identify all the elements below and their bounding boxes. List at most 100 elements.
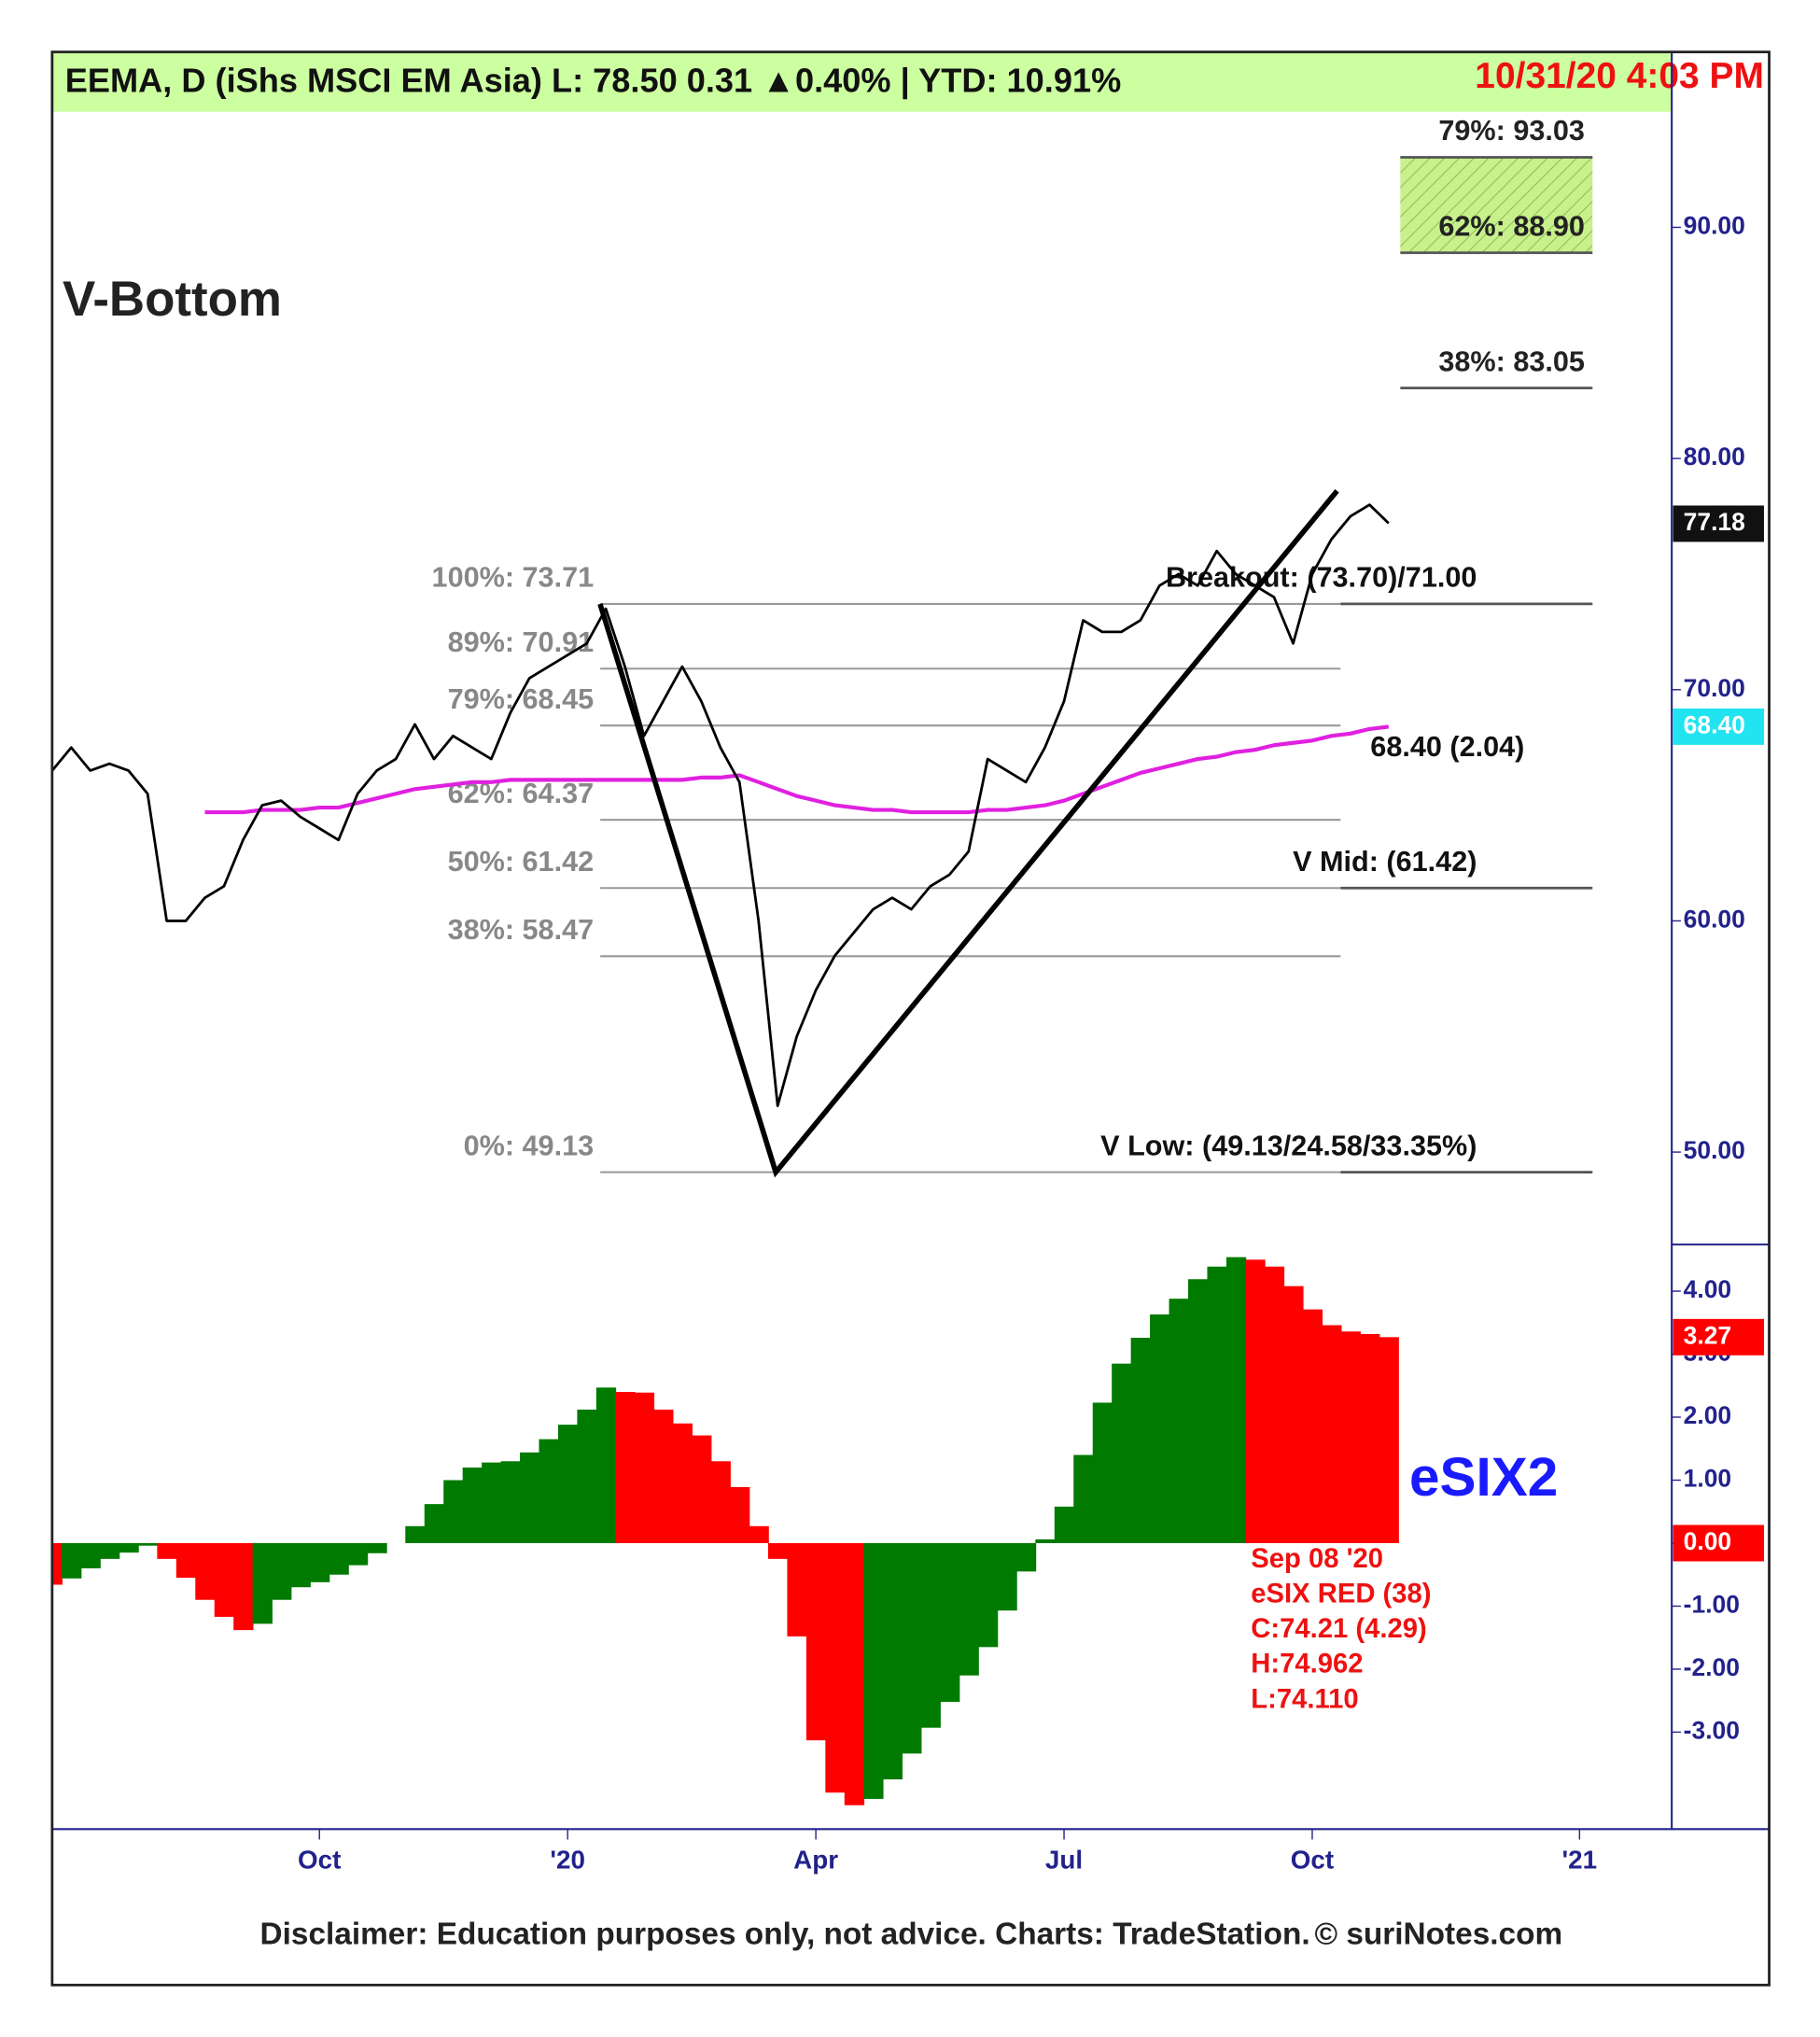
oscillator-tag-label: 3.27 xyxy=(1684,1321,1731,1349)
y-tick-label: 80.00 xyxy=(1684,443,1745,471)
oscillator-bar xyxy=(1130,1338,1151,1543)
oscillator-bar xyxy=(577,1409,597,1543)
ma-note: 68.40 (2.04) xyxy=(1370,731,1524,763)
header-band xyxy=(51,51,1673,112)
oscillator-bar xyxy=(195,1542,216,1600)
oscillator-bar xyxy=(634,1392,655,1543)
info-line: Sep 08 '20 xyxy=(1251,1544,1383,1574)
oscillator-bar xyxy=(1379,1337,1399,1543)
x-tick-label: '21 xyxy=(1562,1845,1598,1874)
oscillator-bar xyxy=(214,1542,235,1617)
y-tick-label: 4.00 xyxy=(1684,1275,1731,1303)
oscillator-bar xyxy=(1169,1299,1189,1543)
oscillator-bar xyxy=(825,1542,846,1793)
annotation: Breakout: (73.70)/71.00 xyxy=(1166,562,1477,594)
price-tag-label: 77.18 xyxy=(1684,508,1745,536)
price-line xyxy=(51,503,1390,1107)
info-line: L:74.110 xyxy=(1251,1684,1358,1714)
oscillator-bar xyxy=(1015,1542,1037,1572)
oscillator-bar xyxy=(347,1542,369,1566)
oscillator-bar xyxy=(1360,1333,1380,1543)
y-tick-label: 90.00 xyxy=(1684,211,1745,239)
target-label: 62%: 88.90 xyxy=(1438,210,1585,242)
oscillator-bar xyxy=(62,1542,82,1579)
oscillator-bar xyxy=(367,1542,387,1553)
oscillator-bar xyxy=(959,1542,979,1676)
y-tick-label: -2.00 xyxy=(1684,1653,1740,1681)
target-label: 38%: 83.05 xyxy=(1438,345,1585,377)
oscillator-bar xyxy=(443,1480,464,1543)
oscillator-bar xyxy=(940,1542,960,1703)
timestamp: 10/31/20 4:03 PM xyxy=(1475,56,1764,96)
fib-label: 38%: 58.47 xyxy=(448,914,595,946)
oscillator-bar xyxy=(80,1542,101,1568)
fib-label: 0%: 49.13 xyxy=(464,1130,595,1161)
oscillator-bar xyxy=(1264,1266,1285,1543)
oscillator-bar xyxy=(710,1461,731,1543)
price-tag xyxy=(1673,505,1764,542)
oscillator-bar xyxy=(1245,1259,1266,1543)
oscillator-bar xyxy=(51,1542,63,1585)
oscillator-bar xyxy=(1092,1402,1113,1543)
oscillator-bar xyxy=(882,1542,903,1780)
oscillator-bar xyxy=(1112,1363,1132,1543)
oscillator-bar xyxy=(997,1542,1017,1611)
y-tick-label: 70.00 xyxy=(1684,674,1745,702)
oscillator-bar xyxy=(1207,1266,1227,1543)
ma-tag xyxy=(1673,708,1764,745)
oscillator-bar xyxy=(329,1542,349,1575)
oscillator-bar xyxy=(730,1486,750,1543)
oscillator-bar xyxy=(1322,1325,1342,1543)
oscillator-bar xyxy=(1073,1454,1094,1543)
moving-average xyxy=(204,724,1390,815)
oscillator-bar xyxy=(672,1423,693,1543)
oscillator-bar xyxy=(405,1525,426,1543)
credit: © suriNotes.com xyxy=(1314,1917,1562,1951)
x-tick-label: Apr xyxy=(793,1845,838,1874)
oscillator-bar xyxy=(653,1409,674,1543)
oscillator-bar xyxy=(787,1542,807,1637)
oscillator-bar xyxy=(482,1462,502,1543)
annotation: V Low: (49.13/24.58/33.35%) xyxy=(1100,1130,1477,1161)
fib-label: 79%: 68.45 xyxy=(448,683,595,715)
target-zone xyxy=(1400,157,1593,253)
oscillator-bar xyxy=(1150,1314,1170,1543)
oscillator-bar xyxy=(252,1542,273,1624)
oscillator-bar xyxy=(767,1542,789,1559)
oscillator-bar xyxy=(805,1542,827,1741)
info-line: H:74.962 xyxy=(1251,1650,1363,1679)
oscillator-bar xyxy=(1340,1331,1361,1543)
y-tick-label: -1.00 xyxy=(1684,1590,1740,1618)
oscillator-bar xyxy=(520,1452,540,1543)
oscillator-bar xyxy=(1283,1285,1304,1543)
oscillator-bar xyxy=(500,1461,521,1543)
footer: Disclaimer: Education purposes only, not… xyxy=(260,1917,1310,1951)
oscillator-tag xyxy=(1673,1318,1764,1356)
oscillator-bar xyxy=(539,1439,559,1543)
x-tick-label: Oct xyxy=(1291,1845,1334,1874)
target-label: 79%: 93.03 xyxy=(1438,115,1585,147)
oscillator-bar xyxy=(310,1542,330,1582)
v-line xyxy=(597,489,1339,1178)
oscillator-bar xyxy=(1188,1279,1209,1543)
oscillator-bar xyxy=(290,1542,311,1588)
x-tick-label: Oct xyxy=(298,1845,341,1874)
oscillator-bar xyxy=(920,1542,941,1728)
oscillator-bar xyxy=(137,1542,159,1546)
oscillator-bar xyxy=(1302,1309,1323,1543)
y-tick-label: 1.00 xyxy=(1684,1464,1731,1492)
info-line: C:74.21 (4.29) xyxy=(1251,1614,1426,1644)
header: EEMA, D (iShs MSCI EM Asia) L: 78.50 0.3… xyxy=(65,62,1121,101)
oscillator-bar xyxy=(1054,1506,1075,1543)
oscillator-bar xyxy=(1035,1538,1056,1543)
oscillator-bar xyxy=(844,1542,865,1805)
oscillator-bar xyxy=(424,1504,445,1543)
frame xyxy=(50,50,1771,1987)
zero-tag xyxy=(1673,1524,1764,1562)
oscillator-bar xyxy=(233,1542,254,1631)
oscillator-bar xyxy=(863,1542,884,1799)
fib-label: 100%: 73.71 xyxy=(432,562,595,594)
oscillator-bar xyxy=(175,1542,197,1579)
